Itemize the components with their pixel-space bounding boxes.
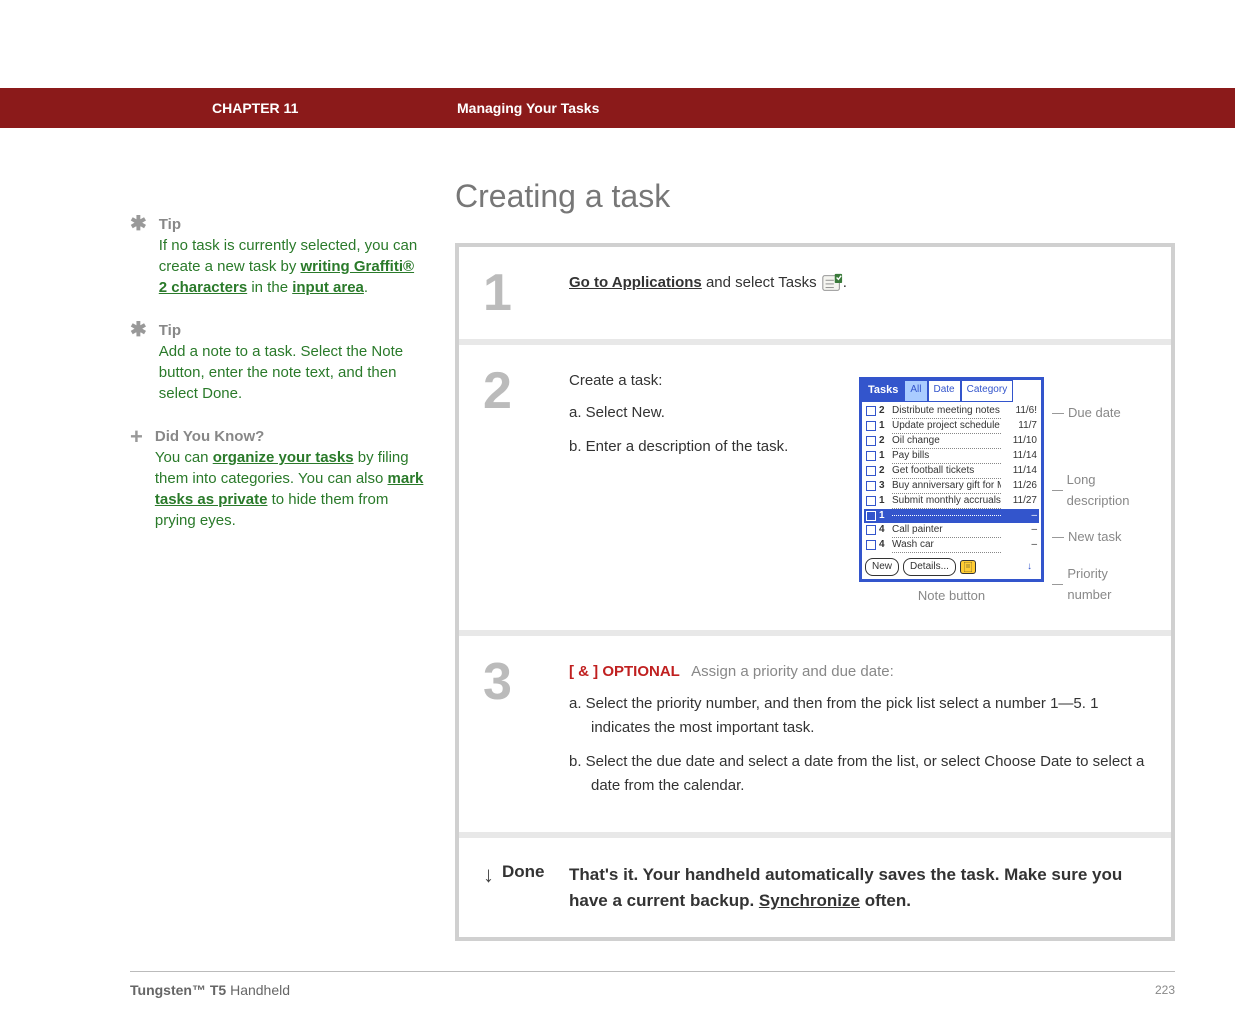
palm-new-button: New [865,558,899,576]
tip-link[interactable]: input area [292,279,364,296]
palm-tasks-screenshot: Tasks All Date Category 2Distribute meet… [859,377,1044,582]
step-number: 1 [483,267,569,319]
palm-task-row: 1Submit monthly accruals11/27 [864,494,1039,509]
tip-link[interactable]: writing Graffiti® 2 characters [159,258,414,296]
tip-heading: Did You Know? [155,428,425,445]
go-to-applications-link[interactable]: Go to Applications [569,274,702,291]
tip-block: ✱ Tip If no task is currently selected, yo… [130,216,425,298]
page-number: 223 [1155,983,1175,997]
palm-task-row: 1Update project schedule11/7 [864,419,1039,434]
callout-long-desc: Long description [1052,470,1151,512]
step-number: 3 [483,656,569,708]
tip-block: ✱ Tip Add a note to a task. Select the Not… [130,322,425,404]
palm-note-button [960,560,976,574]
note-button-callout: Note button [859,586,1044,607]
palm-details-button: Details... [903,558,956,576]
callout-due-date: Due date [1052,403,1151,424]
palm-task-row: 2Distribute meeting notes11/6! [864,404,1039,419]
tip-text: Add a note to a task. Select the Note bu… [159,341,425,404]
step2-intro: Create a task: [569,369,839,393]
palm-title: Tasks [862,380,904,402]
palm-task-row: 1Pay bills11/14 [864,449,1039,464]
step-number: 2 [483,365,569,417]
palm-tab-all: All [904,380,927,402]
palm-task-row: 1– [864,509,1039,523]
step-1: 1 Go to Applications and select Tasks . [459,247,1171,345]
tip-heading: Tip [159,322,425,339]
steps-container: 1 Go to Applications and select Tasks . … [455,243,1175,941]
done-label: Done [502,862,545,882]
tip-link[interactable]: organize your tasks [213,449,354,466]
tip-text: You can organize your tasks by filing th… [155,447,425,531]
tip-text: If no task is currently selected, you ca… [159,235,425,298]
tip-icon: ✱ [130,320,147,340]
done-text-2: often. [860,891,911,910]
chapter-number: CHAPTER 11 [212,100,457,116]
chapter-header: CHAPTER 11 Managing Your Tasks [0,88,1235,128]
step3-a: a. Select the priority number, and then … [569,692,1151,740]
step1-text: and select Tasks [702,274,821,291]
palm-scroll-icon: ↓ [1027,559,1032,575]
palm-task-row: 4Wash car– [864,538,1039,553]
tip-icon: ✱ [130,214,147,234]
tip-heading: Tip [159,216,425,233]
palm-task-row: 4Call painter– [864,523,1039,538]
step1-end: . [843,274,847,291]
tasks-app-icon [821,272,843,294]
tip-icon: + [130,426,143,448]
step2-b: b. Enter a description of the task. [569,435,839,459]
step-2: 2 Create a task: a. Select New. b. Enter… [459,345,1171,636]
palm-tab-category: Category [961,380,1014,402]
step3-b: b. Select the due date and select a date… [569,750,1151,798]
callout-new-task: New task [1052,527,1151,548]
palm-tab-date: Date [928,380,961,402]
product-name: Tungsten™ T5 Handheld [130,982,290,998]
step2-a: a. Select New. [569,401,839,425]
page-footer: Tungsten™ T5 Handheld 223 [130,971,1175,1018]
sidebar: ✱ Tip If no task is currently selected, yo… [0,178,455,941]
done-arrow-icon: ↓ [483,862,494,888]
synchronize-link[interactable]: Synchronize [759,891,860,910]
palm-task-row: 2Oil change11/10 [864,434,1039,449]
step-done: ↓ Done That's it. Your handheld automati… [459,838,1171,937]
page-title: Creating a task [455,178,1175,215]
tip-link[interactable]: mark tasks as private [155,470,424,508]
tip-block: + Did You Know? You can organize your task… [130,428,425,531]
step3-intro: Assign a priority and due date: [691,663,894,680]
optional-tag: [ & ] OPTIONAL [569,663,680,680]
step-3: 3 [ & ] OPTIONAL Assign a priority and d… [459,636,1171,838]
callout-priority: Priority number [1052,564,1151,606]
section-title: Managing Your Tasks [457,100,599,116]
palm-task-row: 3Buy anniversary gift for Midyne & Greg1… [864,479,1039,494]
palm-task-row: 2Get football tickets11/14 [864,464,1039,479]
